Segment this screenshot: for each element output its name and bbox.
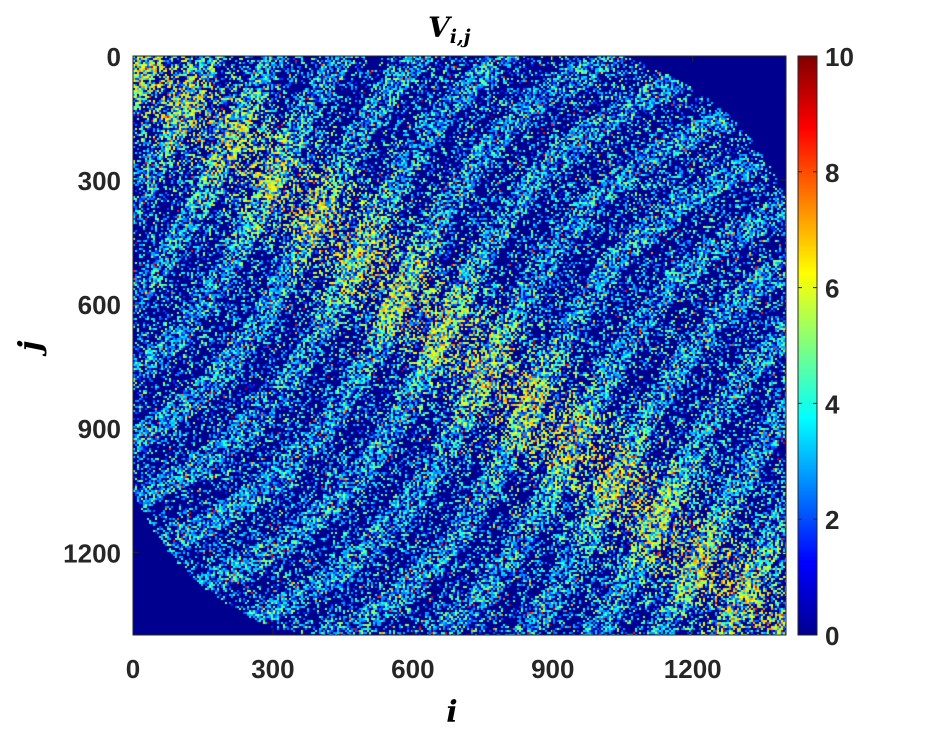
y-axis-label: j (13, 340, 48, 356)
colorbar: 0 2 4 6 8 10 (797, 42, 854, 651)
y-tick-label: 600 (78, 290, 121, 320)
plot-frame (132, 55, 787, 636)
heatmap-plot-area (132, 55, 787, 636)
colorbar-tick-label: 6 (825, 274, 839, 304)
y-tick-label: 0 (107, 42, 121, 72)
colorbar-tick-label: 8 (825, 158, 839, 188)
chart-title: Vi,j (428, 11, 471, 48)
x-tick-label: 600 (391, 654, 434, 684)
colorbar-tick-label: 2 (825, 505, 839, 535)
y-axis: 0 300 600 900 1200 (63, 42, 786, 568)
colorbar-tick-label: 4 (825, 389, 840, 419)
colorbar-tick-label: 0 (825, 621, 839, 651)
colorbar-ticks: 0 2 4 6 8 10 (798, 42, 854, 651)
y-tick-label: 900 (78, 414, 121, 444)
colorbar-tick-label: 10 (825, 42, 854, 72)
x-tick-label: 1200 (664, 654, 722, 684)
y-tick-label: 300 (78, 166, 121, 196)
x-tick-label: 0 (126, 654, 140, 684)
x-axis: 0 300 600 900 1200 (126, 56, 722, 684)
y-tick-label: 1200 (63, 538, 121, 568)
x-tick-label: 900 (531, 654, 574, 684)
x-tick-label: 300 (251, 654, 294, 684)
colorbar-gradient (797, 55, 818, 636)
x-axis-label: i (446, 695, 457, 730)
